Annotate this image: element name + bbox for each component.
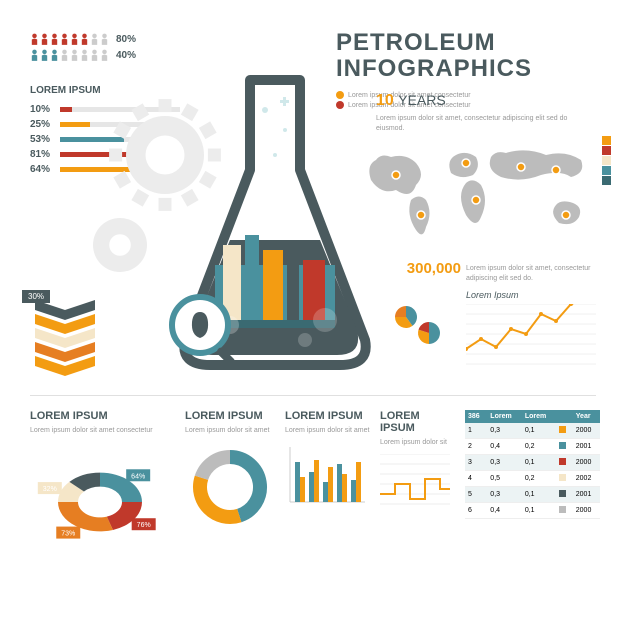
line-chart-small: Lorem Ipsum — [466, 290, 596, 370]
color-swatches — [602, 135, 611, 186]
svg-text:73%: 73% — [61, 530, 75, 537]
years-desc: Lorem ipsum dolor sit amet, consectetur … — [376, 114, 596, 134]
line-chart-title: Lorem Ipsum — [466, 290, 596, 300]
svg-text:32%: 32% — [43, 486, 57, 493]
svg-text:76%: 76% — [137, 522, 151, 529]
people-stat: 80%40% — [30, 30, 190, 65]
years-number: 10 — [376, 92, 394, 109]
svg-text:64%: 64% — [131, 473, 145, 480]
table-block: 386LoremLoremYear 10,30,1200020,40,22001… — [465, 410, 600, 519]
bars-desc: Lorem ipsum dolor sit amet — [285, 426, 370, 436]
bars-block: LOREM IPSUM Lorem ipsum dolor sit amet — [285, 410, 370, 517]
chevron-stack: 30% — [30, 300, 100, 385]
steps-block: LOREM IPSUM Lorem ipsum dolor sit — [380, 410, 455, 519]
ring-block: LOREM IPSUM Lorem ipsum dolor sit amet — [185, 410, 275, 537]
bignum-desc: Lorem ipsum dolor sit amet, consectetur … — [466, 264, 596, 284]
steps-title: LOREM IPSUM — [380, 410, 455, 434]
gear-icon-small — [75, 200, 165, 290]
bars-title: LOREM IPSUM — [285, 410, 370, 422]
steps-desc: Lorem ipsum dolor sit — [380, 438, 455, 448]
data-table: 386LoremLoremYear 10,30,1200020,40,22001… — [465, 410, 600, 519]
world-map — [361, 135, 596, 255]
donut-block: LOREM IPSUM Lorem ipsum dolor sit amet c… — [30, 410, 170, 557]
pie-small — [391, 305, 446, 345]
flask-illustration — [155, 70, 395, 380]
years-label: YEARS — [398, 92, 445, 108]
magnifier-icon — [165, 290, 245, 370]
ring-title: LOREM IPSUM — [185, 410, 275, 422]
divider — [30, 395, 596, 396]
donut-desc: Lorem ipsum dolor sit amet consectetur — [30, 426, 170, 436]
bignum: 300,000 — [407, 260, 461, 277]
years-stat: 10 YEARS Lorem ipsum dolor sit amet, con… — [376, 92, 596, 134]
ring-desc: Lorem ipsum dolor sit amet — [185, 426, 275, 436]
donut-title: LOREM IPSUM — [30, 410, 170, 422]
chevron-tag: 30% — [22, 290, 50, 303]
